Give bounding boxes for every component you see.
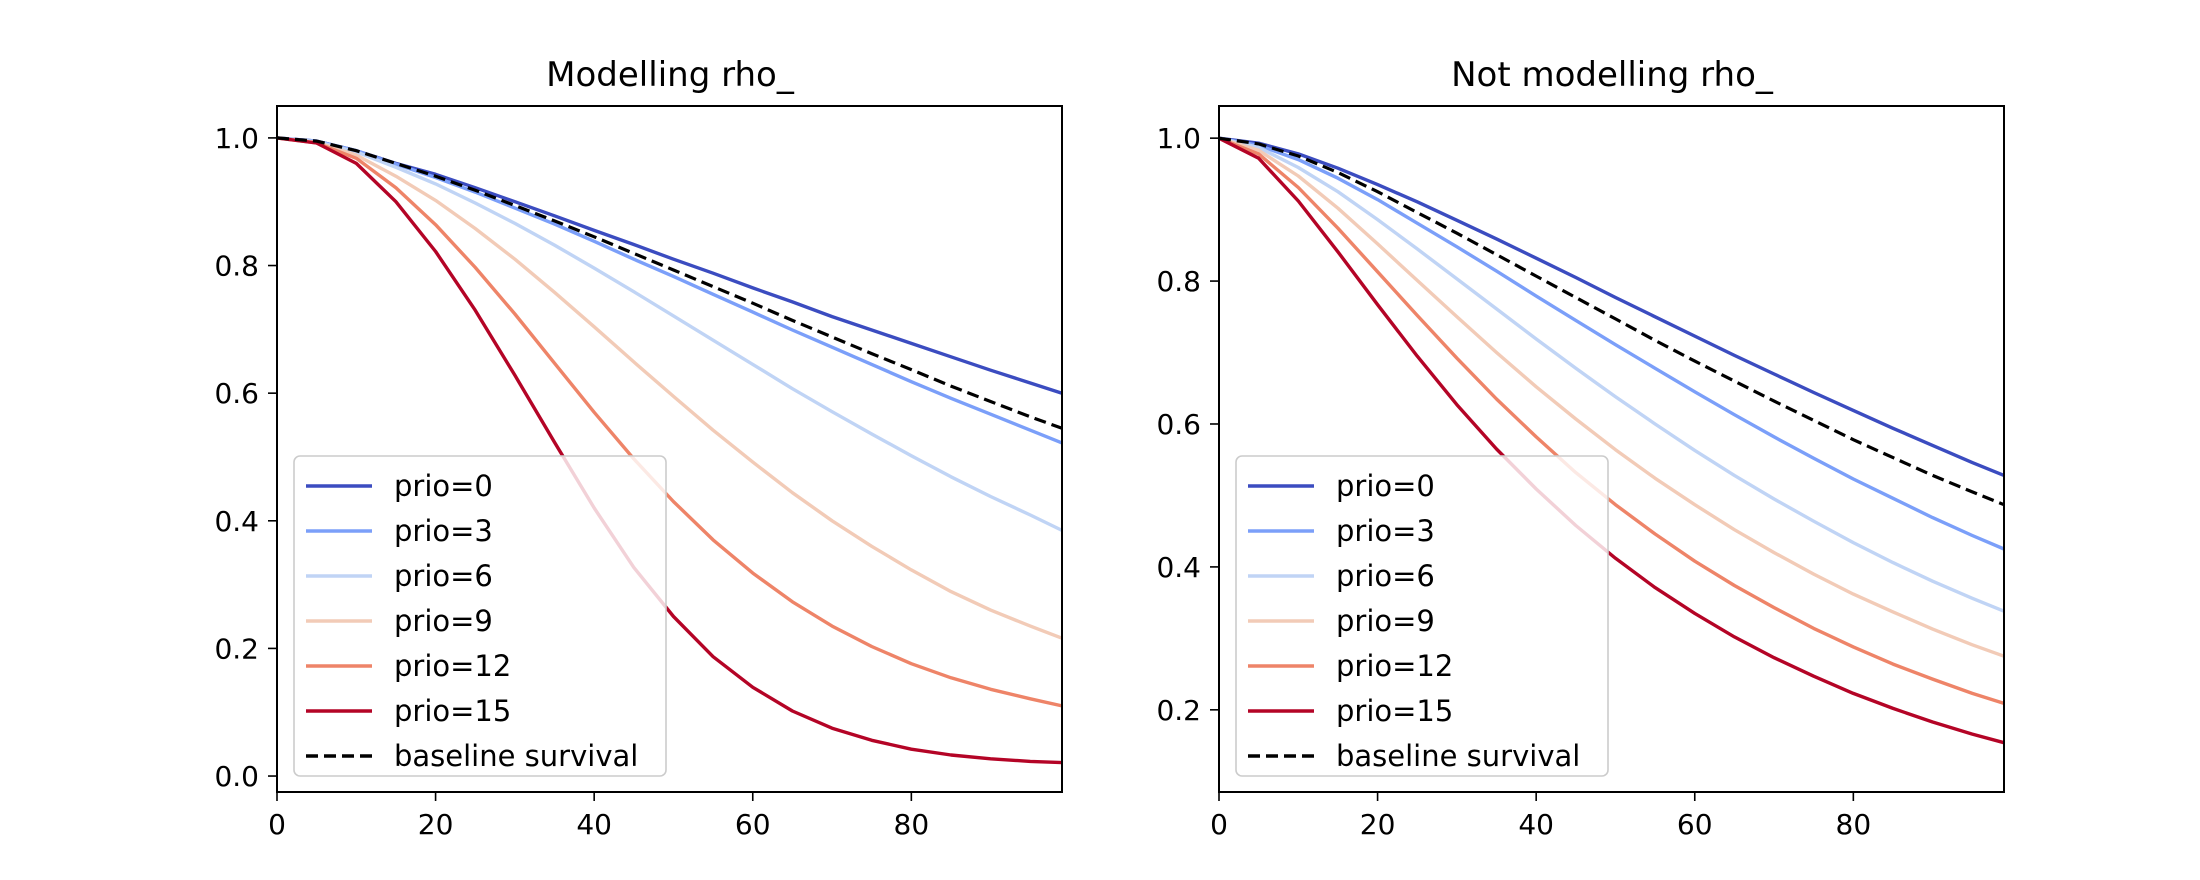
y-tick-label: 0.4: [1156, 551, 1201, 584]
x-tick-label: 20: [1360, 808, 1396, 841]
chart-modelling-rho: Modelling rho_ 0 20 40 60 80 0.0 0.2 0.4 0.6 0.8…: [214, 55, 1063, 841]
legend: prio=0 prio=3 prio=6 prio=9 prio=12 prio=15 ba…: [1235, 455, 1609, 777]
chart-not-modelling-rho: Not modelling rho_ 0 20 40 60 80 0.20.40.60.…: [1156, 55, 2005, 841]
series-line-prio-0: [1218, 136, 2005, 477]
legend-label-prio-6: prio=6: [1336, 559, 1435, 593]
series-line-prio-9: [276, 136, 1063, 640]
x-tick-label: 20: [418, 808, 454, 841]
legend-label-prio-6: prio=6: [394, 559, 493, 593]
x-tick-label: 80: [1836, 808, 1872, 841]
legend-box: [293, 455, 667, 777]
series-line-prio-15: [276, 136, 1063, 765]
legend: prio=0 prio=3 prio=6 prio=9 prio=12 prio=15 ba…: [293, 455, 667, 777]
legend-label-prio-15: prio=15: [394, 694, 511, 728]
legend-label-prio-9: prio=9: [1336, 604, 1435, 638]
legend-label-prio-9: prio=9: [394, 604, 493, 638]
x-tick-label: 0: [268, 808, 286, 841]
legend-label-prio-0: prio=0: [1336, 469, 1435, 503]
y-axis: 0.2 0.4 0.6 0.8 1.0: [1156, 122, 1219, 727]
y-tick-label: 0.8: [214, 250, 259, 283]
legend-label-baseline-survival: baseline survival: [1336, 739, 1580, 773]
legend-label-prio-0: prio=0: [394, 469, 493, 503]
legend-label-baseline-survival: baseline survival: [394, 739, 638, 773]
series-line-prio-3: [1218, 136, 2005, 551]
series-line-prio-15: [1218, 136, 2005, 745]
x-tick-label: 40: [576, 808, 612, 841]
x-tick-label: 0: [1210, 808, 1228, 841]
y-tick-label: 0.6: [1156, 408, 1201, 441]
legend-label-prio-3: prio=3: [1336, 514, 1435, 548]
x-tick-label: 60: [735, 808, 771, 841]
x-tick-label: 80: [894, 808, 930, 841]
y-tick-label: 0.2: [214, 632, 259, 665]
x-axis: 0 20 40 60 80: [268, 792, 929, 841]
chart-title: Modelling rho_: [546, 55, 795, 95]
plot-area-frame: [276, 105, 1063, 793]
legend-label-prio-3: prio=3: [394, 514, 493, 548]
series-line-baseline-survival: [276, 136, 1063, 430]
y-tick-label: 0.8: [1156, 265, 1201, 298]
series-line-baseline-survival: [1218, 136, 2005, 507]
series-lines: [276, 136, 1063, 765]
x-tick-label: 60: [1677, 808, 1713, 841]
series-line-prio-12: [1218, 136, 2005, 706]
plot-area-frame: [1218, 105, 2005, 793]
legend-box: [1235, 455, 1609, 777]
legend-label-prio-12: prio=12: [394, 649, 511, 683]
series-line-prio-6: [1218, 136, 2005, 613]
y-axis: 0.0 0.2 0.4 0.6 0.8 1.0: [214, 122, 277, 793]
series-lines: [1218, 136, 2005, 745]
chart-title: Not modelling rho_: [1451, 55, 1774, 95]
y-tick-label: 0.4: [214, 505, 259, 538]
y-tick-label: 0.2: [1156, 694, 1201, 727]
x-axis: 0 20 40 60 80: [1210, 792, 1871, 841]
legend-label-prio-15: prio=15: [1336, 694, 1453, 728]
y-tick-label: 1.0: [1156, 122, 1201, 155]
series-line-prio-12: [276, 136, 1063, 708]
series-line-prio-9: [1218, 136, 2005, 658]
y-tick-label: 1.0: [214, 122, 259, 155]
series-line-prio-6: [276, 136, 1063, 532]
y-tick-label: 0.0: [214, 760, 259, 793]
legend-label-prio-12: prio=12: [1336, 649, 1453, 683]
y-tick-label: 0.6: [214, 377, 259, 410]
x-tick-label: 40: [1518, 808, 1554, 841]
